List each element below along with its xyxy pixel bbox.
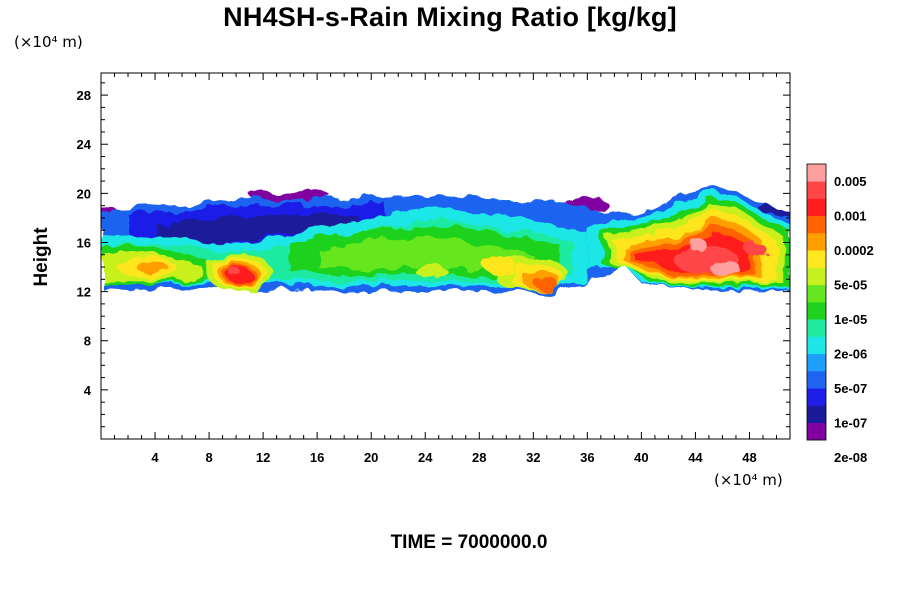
x-tick-label: 32 (526, 450, 540, 465)
x-tick-label: 12 (256, 450, 270, 465)
colorbar-label: 0.0002 (834, 243, 874, 258)
colorbar-swatch (807, 233, 826, 251)
y-axis-unit: (×10⁴ m) (14, 33, 83, 51)
cloud-left-orange (136, 261, 169, 273)
cloud-purple-top (249, 191, 331, 201)
colorbar-label: 5e-07 (834, 381, 867, 396)
y-tick-label: 16 (77, 235, 91, 250)
cloud-purple-top (101, 208, 119, 215)
colorbar-label: 1e-05 (834, 312, 867, 327)
plot-frame (100, 72, 791, 440)
x-tick-label: 40 (634, 450, 648, 465)
colorbar-label: 1e-07 (834, 415, 867, 430)
colorbar-label: 0.001 (834, 208, 867, 223)
y-axis-ticks: 4 8 12 16 20 24 28 (77, 82, 790, 428)
cloud-layer (101, 187, 790, 293)
colorbar-swatch (807, 215, 826, 234)
colorbar-swatch (807, 198, 826, 217)
colorbar-label: 2e-06 (834, 346, 867, 361)
colorbar-swatch (807, 422, 826, 441)
y-tick-label: 28 (77, 88, 91, 103)
x-axis-ticks: 4 8 12 16 20 24 28 32 36 40 44 48 (114, 73, 777, 465)
colorbar-swatch (807, 302, 826, 320)
y-tick-label: 8 (84, 334, 91, 349)
x-axis-unit: (×10⁴ m) (714, 471, 783, 489)
colorbar-frame (806, 163, 827, 441)
x-tick-label: 36 (580, 450, 594, 465)
colorbar-swatch (807, 284, 826, 303)
storm-pink (690, 237, 707, 253)
colorbar-label: 5e-05 (834, 277, 867, 292)
colorbar-swatch (807, 371, 826, 389)
cell-10-core (228, 267, 241, 277)
colorbar-swatch (807, 164, 826, 182)
colorbar-swatch (807, 336, 826, 355)
colorbar-swatch (807, 267, 826, 286)
colorbar-swatch (807, 353, 826, 372)
cell-32-darkorange (533, 276, 558, 290)
x-tick-label: 8 (205, 450, 212, 465)
storm-pink (710, 259, 741, 277)
time-label: TIME = 7000000.0 (390, 532, 548, 553)
cloud-navy-band (155, 213, 358, 248)
colorbar-swatch (807, 405, 826, 424)
colorbar: 0.005 0.001 0.0002 5e-05 1e-05 2e-06 5e-07 1e-0… (806, 163, 874, 465)
cell-24-yellowgreen (415, 265, 449, 279)
storm-lightred (745, 243, 768, 256)
cloud-navy-top (760, 206, 790, 215)
colorbar-swatch (807, 250, 826, 268)
x-tick-label: 28 (472, 450, 486, 465)
y-tick-label: 24 (77, 137, 92, 152)
chart-title: NH4SH-s-Rain Mixing Ratio [kg/kg] (223, 2, 677, 32)
x-tick-label: 24 (418, 450, 433, 465)
colorbar-label: 2e-08 (834, 450, 867, 465)
mixing-ratio-field (101, 187, 790, 293)
x-tick-label: 4 (151, 450, 159, 465)
x-tick-label: 44 (688, 450, 703, 465)
x-tick-label: 48 (742, 450, 756, 465)
cloud-lightgreen (317, 235, 534, 270)
colorbar-swatch (807, 319, 826, 337)
colorbar-swatch (807, 388, 826, 406)
colorbar-swatch (807, 181, 826, 199)
x-tick-label: 20 (364, 450, 378, 465)
y-tick-label: 20 (77, 186, 91, 201)
y-tick-label: 4 (84, 383, 92, 398)
y-tick-label: 12 (77, 285, 91, 300)
x-tick-label: 16 (310, 450, 324, 465)
cell-30-yellow (481, 257, 518, 272)
colorbar-label: 0.005 (834, 174, 867, 189)
cloud-purple-top (567, 197, 608, 209)
